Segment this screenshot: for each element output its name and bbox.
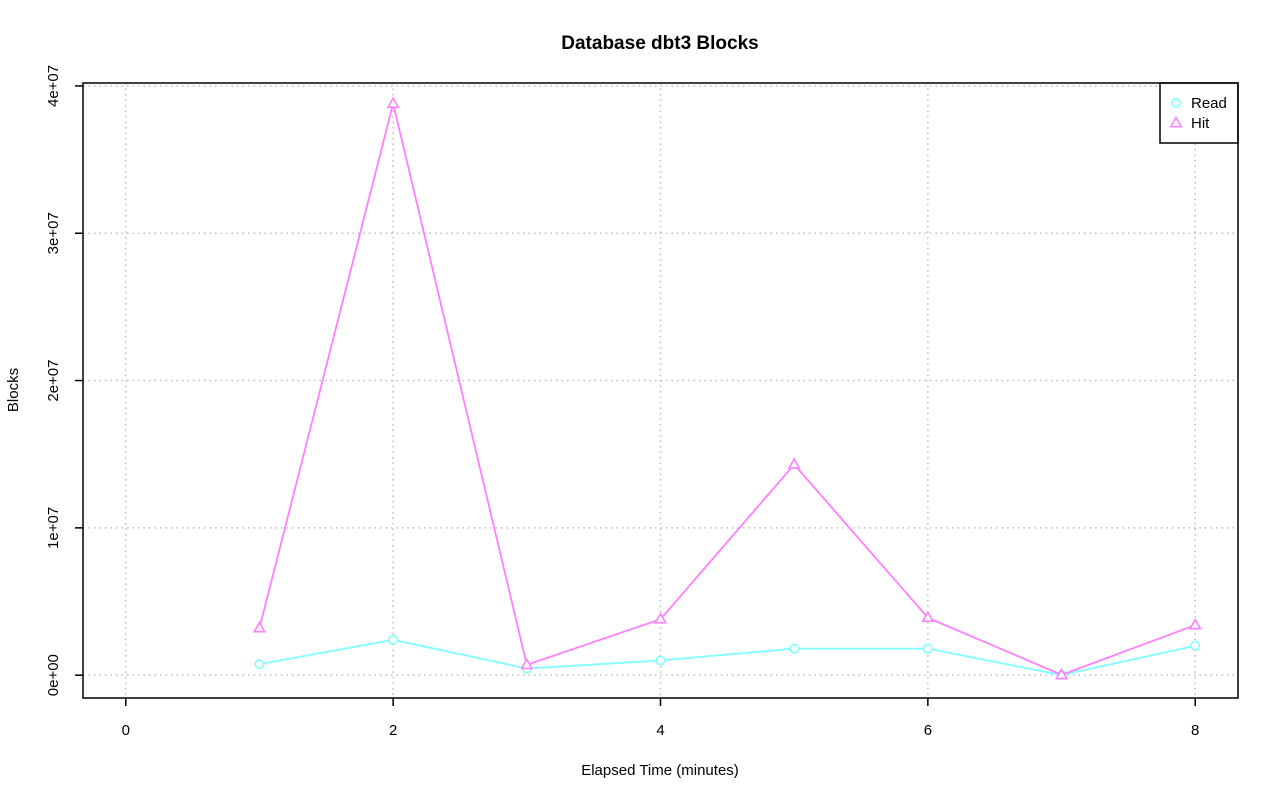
x-tick-label: 4 [656, 722, 664, 739]
data-point-read [789, 643, 800, 654]
data-point-hit [520, 657, 534, 670]
data-point-read [388, 634, 399, 645]
legend-marker-hit [1169, 115, 1183, 128]
axes: 0 2 4 6 8 0e+00 1e+07 2e+07 3e+07 4e+07 [45, 65, 1199, 739]
y-tick-label: 4e+07 [45, 65, 62, 107]
grid-lines [83, 83, 1238, 698]
data-point-read [1190, 640, 1201, 651]
legend-marker-read [1171, 98, 1182, 109]
legend-label-read: Read [1191, 95, 1227, 112]
x-tick-label: 2 [389, 722, 397, 739]
x-axis-label: Elapsed Time (minutes) [581, 762, 739, 779]
data-point-hit [386, 96, 400, 109]
y-tick-label: 1e+07 [45, 507, 62, 549]
x-tick-label: 0 [122, 722, 130, 739]
data-point-hit [1054, 667, 1069, 680]
plot-frame [82, 82, 1239, 699]
x-tick-label: 8 [1191, 722, 1199, 739]
data-point-hit [252, 620, 267, 633]
data-point-read [655, 655, 666, 666]
series-lines [252, 96, 1202, 681]
data-point-hit [653, 612, 668, 624]
data-point-hit [787, 457, 801, 469]
y-tick-label: 2e+07 [45, 359, 62, 401]
legend: Read Hit [1159, 82, 1239, 144]
data-point-read [922, 643, 933, 654]
legend-box [1159, 82, 1239, 144]
data-point-read [254, 659, 265, 670]
data-point-hit [1188, 618, 1202, 630]
chart-title: Database dbt3 Blocks [561, 33, 758, 54]
data-point-hit [921, 610, 935, 623]
series-line-hit [258, 103, 1196, 676]
series-line-read [259, 638, 1196, 676]
y-axis-label: Blocks [5, 368, 22, 412]
legend-label-hit: Hit [1191, 115, 1210, 132]
y-tick-label: 0e+00 [45, 654, 62, 696]
y-tick-label: 3e+07 [45, 212, 62, 254]
x-tick-label: 6 [924, 722, 932, 739]
